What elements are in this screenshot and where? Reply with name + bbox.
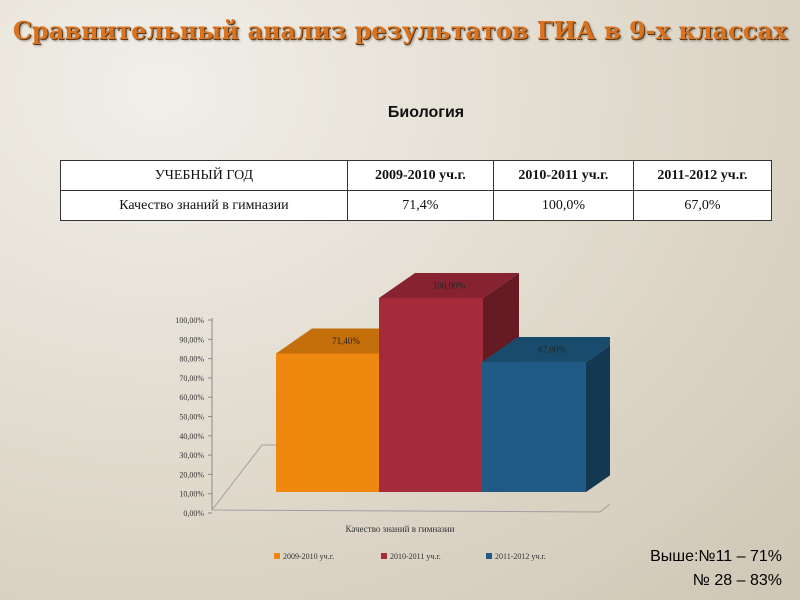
y-tick-label: 20,00% <box>179 470 204 479</box>
table-cell: УЧЕБНЫЙ ГОД <box>60 160 348 191</box>
data-label: 71,40% <box>332 336 360 346</box>
legend-swatch <box>381 553 387 559</box>
table-cell: 100,0% <box>492 190 634 221</box>
legend: 2009-2010 уч.г. 2010-2011 уч.г. 2011-2012 … <box>274 552 546 561</box>
y-tick-label: 0,00% <box>183 509 204 518</box>
slide-title: Сравнительный анализ результатов ГИА в 9… <box>12 16 788 45</box>
table-cell: 2010-2011 уч.г. <box>492 160 634 191</box>
data-label: 100,00% <box>433 281 466 291</box>
y-tick-label: 40,00% <box>179 432 204 441</box>
bar-chart-svg: 0,00% 10,00% 20,00% 30,00% 40,00% 50,00% 60,00… <box>175 273 687 561</box>
legend-swatch <box>274 553 280 559</box>
bar-chart: 0,00% 10,00% 20,00% 30,00% 40,00% 50,00% 60,00… <box>140 265 687 575</box>
note-line: № 28 – 83% <box>692 572 782 589</box>
bar-top <box>379 273 519 298</box>
y-tick-label: 50,00% <box>179 413 204 422</box>
legend-label: 2009-2010 уч.г. <box>283 552 334 561</box>
table-cell: Качество знаний в гимназии <box>60 190 348 221</box>
table-cell: 2011-2012 уч.г. <box>632 160 773 191</box>
table-cell: 67,0% <box>632 190 773 221</box>
table-cell: 71,4% <box>346 190 494 221</box>
bar-side <box>586 337 622 492</box>
y-axis: 0,00% 10,00% 20,00% 30,00% 40,00% 50,00% 60,00… <box>175 316 212 518</box>
table-row: Качество знаний в гимназии 71,4% 100,0% … <box>60 190 773 221</box>
y-tick-label: 90,00% <box>179 335 204 344</box>
bar-front <box>379 298 483 492</box>
table-header-row: УЧЕБНЫЙ ГОД 2009-2010 уч.г. 2010-2011 уч… <box>60 160 773 191</box>
y-tick-label: 10,00% <box>179 490 204 499</box>
legend-label: 2010-2011 уч.г. <box>390 552 441 561</box>
bar-front <box>276 353 380 492</box>
bar-top <box>482 337 622 363</box>
y-tick-label: 100,00% <box>175 316 204 325</box>
results-table: УЧЕБНЫЙ ГОД 2009-2010 уч.г. 2010-2011 уч… <box>60 160 773 221</box>
y-tick-label: 60,00% <box>179 393 204 402</box>
x-axis-label: Качество знаний в гимназии <box>346 524 455 534</box>
note-line: Выше:№11 – 71% <box>650 548 782 565</box>
legend-swatch <box>486 553 492 559</box>
bar-front <box>482 362 586 492</box>
bar-3: 67,00% <box>482 337 622 492</box>
bars-group: 71,40% 100,00% 67,00% <box>276 273 622 492</box>
y-tick-label: 80,00% <box>179 355 204 364</box>
y-tick-label: 70,00% <box>179 374 204 383</box>
legend-label: 2011-2012 уч.г. <box>495 552 546 561</box>
table-cell: 2009-2010 уч.г. <box>346 160 494 191</box>
subject-heading: Биология <box>387 104 465 121</box>
data-label: 67,00% <box>538 345 566 355</box>
y-tick-label: 30,00% <box>179 451 204 460</box>
